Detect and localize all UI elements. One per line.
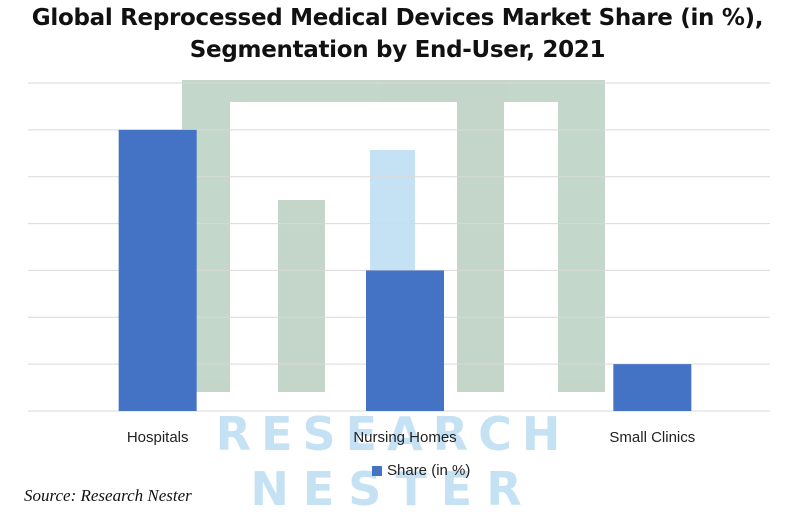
legend-label: Share (in %) bbox=[387, 462, 471, 479]
chart-title: Global Reprocessed Medical Devices Marke… bbox=[0, 2, 795, 66]
x-tick-label: Hospitals bbox=[127, 429, 189, 446]
svg-text:NESTER: NESTER bbox=[250, 462, 535, 516]
bar-small-clinics bbox=[613, 364, 692, 411]
source-note: Source: Research Nester bbox=[24, 486, 192, 505]
svg-text:RESEARCH: RESEARCH bbox=[216, 407, 571, 461]
title-line-2: Segmentation by End-User, 2021 bbox=[189, 37, 606, 63]
x-tick-label: Small Clinics bbox=[609, 429, 695, 446]
x-tick-label: Nursing Homes bbox=[353, 429, 456, 446]
legend-swatch bbox=[372, 465, 382, 476]
bar-nursing-homes bbox=[366, 270, 444, 411]
bar-hospitals bbox=[118, 129, 197, 411]
legend: Share (in %) bbox=[372, 462, 470, 479]
title-line-1: Global Reprocessed Medical Devices Marke… bbox=[31, 5, 764, 31]
